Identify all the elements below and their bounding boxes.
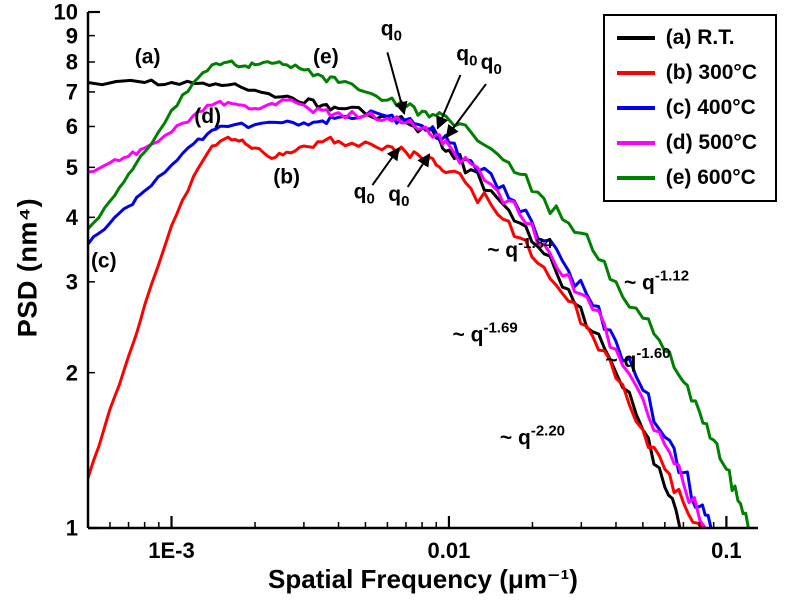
y-tick-label: 9 [66, 23, 78, 48]
y-axis-title: PSD (nm⁴) [12, 197, 43, 338]
q0-annotation-3: q0 [481, 51, 502, 78]
q0-arrow-1 [386, 52, 408, 116]
y-tick-label: 1 [66, 516, 78, 541]
slope-annotation-5: ~ q-2.20 [500, 423, 565, 450]
q0-arrow-5 [406, 153, 431, 188]
slope-annotation-3: ~ q-1.69 [453, 319, 518, 346]
legend-item-a: (a) R.T. [616, 26, 757, 50]
q0-annotation-2: q0 [456, 43, 477, 70]
q0-arrow-2 [436, 74, 462, 130]
legend-label-e: (e) 600°C [665, 166, 756, 189]
curve-label-5: (e) [313, 45, 339, 68]
legend-swatch-red-line [616, 71, 655, 75]
legend-label-d: (d) 500°C [665, 131, 757, 154]
legend-label-c: (c) 400°C [665, 96, 756, 119]
curve-label-3: (c) [91, 249, 117, 272]
x-tick-label: 0.1 [711, 538, 742, 563]
curve-label-4: (d) [194, 105, 221, 128]
series-line-b [88, 135, 704, 528]
x-tick-label: 0.01 [428, 538, 471, 563]
y-tick-label: 8 [66, 50, 78, 75]
y-tick-label: 2 [66, 360, 78, 385]
series-line-d [88, 98, 707, 528]
legend-item-e: (e) 600°C [616, 166, 757, 190]
legend-item-b: (b) 300°C [616, 61, 757, 85]
slope-annotation-1: ~ q-1.84 [487, 235, 553, 262]
q0-annotation-5: q0 [388, 183, 409, 210]
legend-swatch-blue-line [616, 106, 655, 110]
curve-label-1: (a) [135, 45, 161, 68]
slope-annotation-2: ~ q-1.12 [624, 267, 689, 294]
q0-annotation-1: q0 [381, 18, 402, 45]
x-axis-title: Spatial Frequency (μm⁻¹) [268, 564, 578, 594]
y-tick-label: 10 [54, 0, 78, 25]
y-tick-label: 6 [66, 114, 78, 139]
y-tick-label: 4 [66, 205, 79, 230]
legend-swatch-black-line [616, 36, 655, 40]
legend-label-b: (b) 300°C [665, 61, 757, 84]
series-line-e [88, 59, 750, 528]
x-tick-label: 1E-3 [148, 538, 194, 563]
legend-swatch-green-line [616, 176, 655, 180]
legend-label-a: (a) R.T. [665, 26, 735, 49]
legend-swatch-magenta-line [616, 141, 655, 145]
curve-label-2: (b) [273, 166, 300, 189]
legend-item-d: (d) 500°C [616, 131, 757, 155]
q0-arrow-4 [371, 146, 400, 186]
y-tick-label: 3 [66, 270, 78, 295]
q0-annotation-4: q0 [354, 181, 375, 208]
slope-annotation-4: ~ q-1.60 [605, 345, 670, 372]
q0-arrow-3 [445, 83, 487, 139]
y-tick-label: 7 [66, 80, 78, 105]
legend: (a) R.T. (b) 300°C (c) 400°C (d) 500°C (… [602, 14, 777, 202]
y-tick-label: 5 [66, 155, 78, 180]
legend-item-c: (c) 400°C [616, 96, 757, 120]
series-line-c [88, 109, 713, 528]
